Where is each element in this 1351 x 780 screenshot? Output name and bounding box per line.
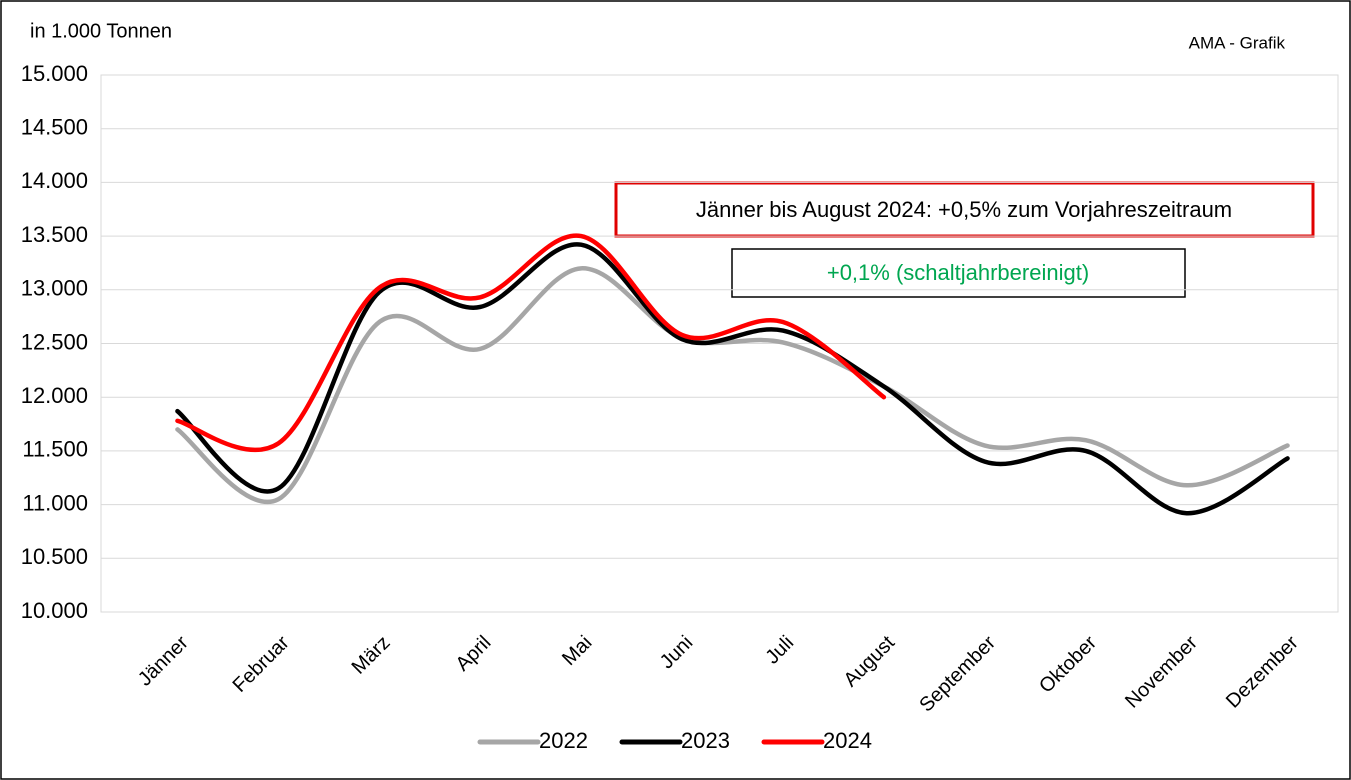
y-tick-label: 15.000 [21,61,88,86]
series-line [175,242,1290,516]
y-tick-label: 11.000 [22,490,88,515]
unit-label: in 1.000 Tonnen [30,20,172,42]
y-tick-label: 11.500 [22,437,88,462]
legend-label: 2023 [681,728,730,753]
legend-label: 2024 [823,728,872,753]
y-tick-label: 14.500 [21,115,88,140]
y-tick-label: 12.000 [21,383,88,408]
annotation-box [614,181,1315,238]
annotation: Jänner bis August 2024: +0,5% zum Vorjah… [696,197,1232,222]
legend-label: 2022 [539,728,588,753]
source-label: AMA - Grafik [1189,33,1286,52]
y-tick-label: 12.500 [21,329,88,354]
annotation-box [731,248,1186,298]
y-tick-label: 10.000 [21,598,88,623]
y-tick-label: 13.500 [21,222,88,247]
series-line [175,233,887,453]
y-tick-label: 14.000 [21,168,88,193]
annotation: +0,1% (schaltjahrbereinigt) [827,260,1089,285]
y-tick-label: 13.000 [21,276,88,301]
y-tick-label: 10.500 [21,544,88,569]
